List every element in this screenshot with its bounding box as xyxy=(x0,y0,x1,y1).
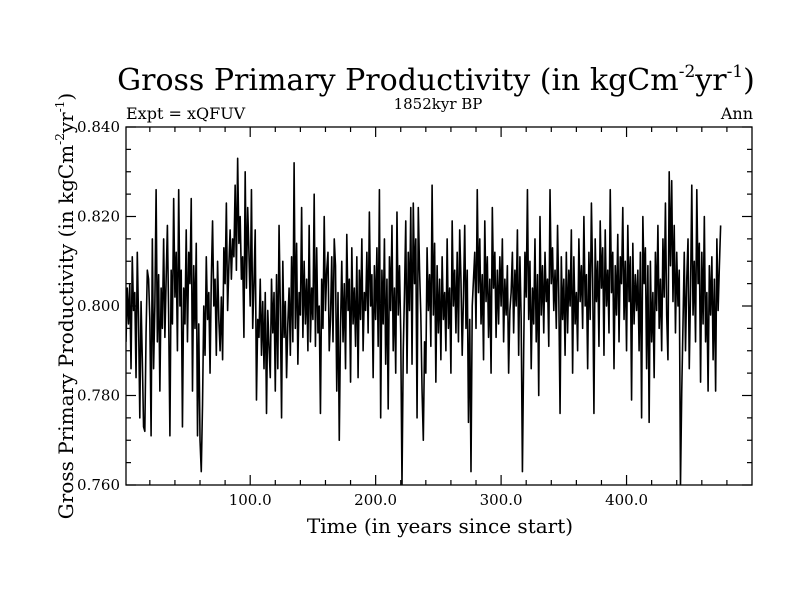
x-tick-label: 100.0 xyxy=(229,491,272,509)
y-tick-label: 0.760 xyxy=(77,476,120,494)
x-tick-label: 200.0 xyxy=(354,491,397,509)
plot-frame xyxy=(125,126,753,486)
experiment-label: Expt = xQFUV xyxy=(126,104,246,123)
series-line xyxy=(126,157,722,485)
x-axis-label: Time (in years since start) xyxy=(307,514,573,538)
x-axis: 100.0 200.0 300.0 400.0 xyxy=(149,127,728,509)
y-axis: 0.760 0.780 0.800 0.820 0.840 xyxy=(77,118,752,494)
x-tick-label: 400.0 xyxy=(605,491,648,509)
chart-subtitle: 1852kyr BP xyxy=(394,95,483,113)
y-axis-label: Gross Primary Productivity (in kgCm-2yr-… xyxy=(53,93,78,519)
y-tick-label: 0.780 xyxy=(77,387,120,405)
y-tick-label: 0.840 xyxy=(77,118,120,136)
season-label: Ann xyxy=(720,104,753,123)
chart-title: Gross Primary Productivity (in kgCm-2yr-… xyxy=(117,62,755,98)
x-tick-label: 300.0 xyxy=(480,491,523,509)
y-tick-label: 0.820 xyxy=(77,208,120,226)
y-tick-label: 0.800 xyxy=(77,297,120,315)
